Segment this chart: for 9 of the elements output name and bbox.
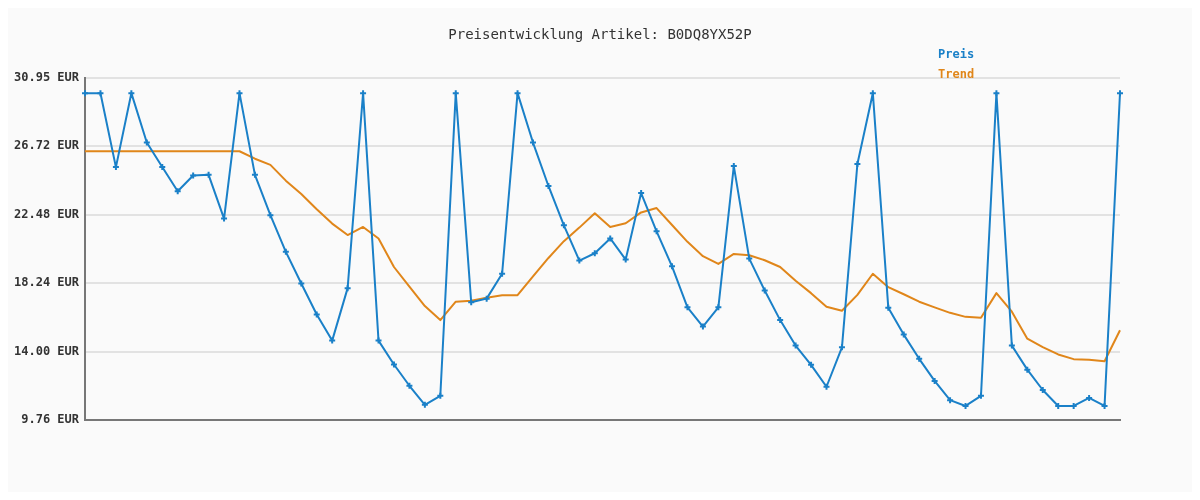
y-tick-label: 18.24 EUR [13,275,80,290]
y-tick-label: 14.00 EUR [13,343,80,358]
chart-title: Preisentwicklung Artikel: B0DQ8YX52P [447,26,753,42]
y-tick-label: 30.95 EUR [13,70,80,85]
y-tick-label: 9.76 EUR [21,412,80,427]
y-tick-label: 26.72 EUR [13,138,80,153]
text: Preis [938,46,975,63]
y-tick-label: 22.48 EUR [13,206,80,221]
text: Trend [938,66,975,83]
